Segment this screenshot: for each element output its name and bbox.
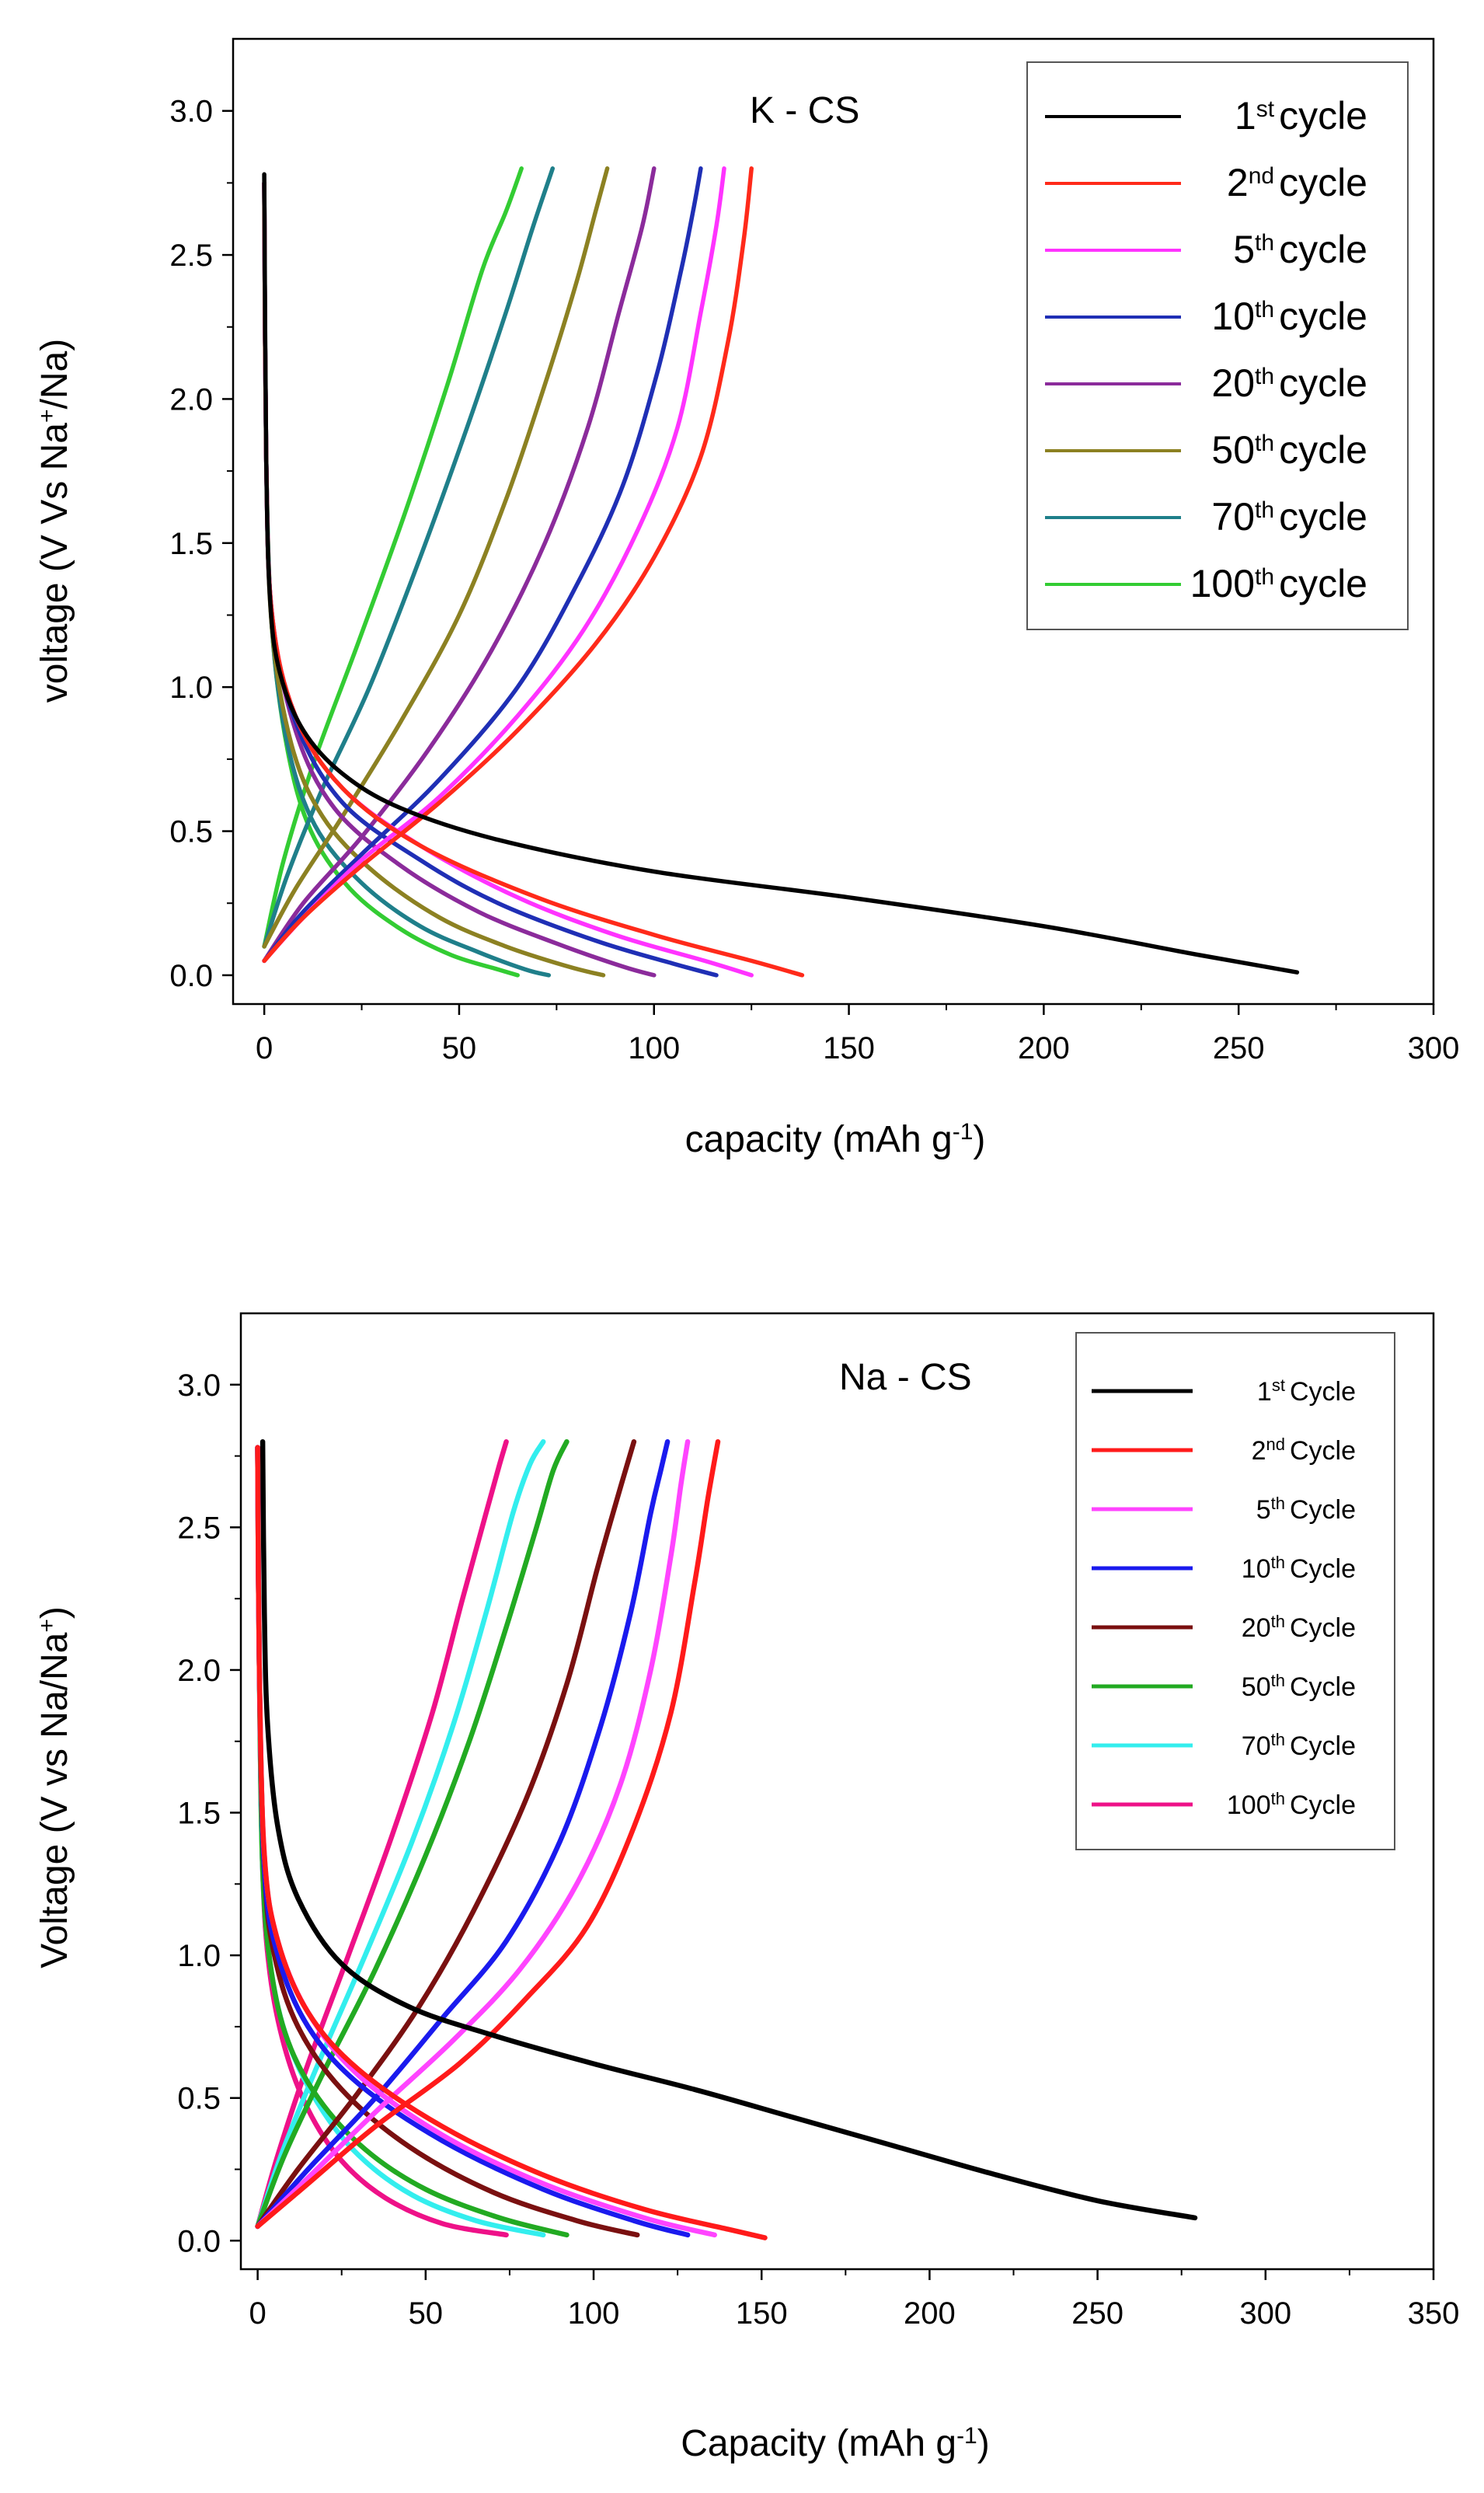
legend-label: 20th Cycle [1242, 1612, 1356, 1644]
chart-k-cs: 0 50 100 150 200 250 3000.00.51.01.52.02.53.0 … [34, 37, 1459, 1161]
chart2-x-axis-title: Capacity (mAh g-1) [681, 2423, 989, 2465]
chart2-series [255, 1438, 1198, 2240]
x-tick-label: 50 [442, 1031, 477, 1065]
legend-item-70th: 70th cycle [1045, 495, 1367, 539]
series-70th-charge-curve [262, 166, 556, 949]
series-1st-discharge-curve [260, 1438, 1198, 2221]
legend-label: 1st cycle [1235, 94, 1367, 138]
chart1-legend-box [1026, 61, 1409, 630]
chart1-legend: 1st cycle 2nd cycle 5th cycle 10th cycle 20th cyc… [1045, 94, 1367, 605]
y-tick-label: 1.5 [177, 1797, 221, 1831]
chart2-y-axis-title: Voltage (V vs Na/Na+) [34, 1606, 76, 1968]
x-tick-label: 200 [904, 2296, 956, 2331]
legend-item-100th: 100th cycle [1045, 562, 1367, 605]
legend-label: 50th cycle [1211, 428, 1367, 472]
series-50th-charge-curve [255, 1438, 570, 2230]
chart2-legend: 1st Cycle 2nd Cycle 5th Cycle 10th Cycle 20th Cyc… [1092, 1376, 1356, 1821]
legend-label: 10th cycle [1211, 295, 1367, 338]
legend-label: 70th cycle [1211, 495, 1367, 539]
y-tick-label: 1.0 [177, 1939, 221, 1973]
legend-item-50th: 50th cycle [1045, 428, 1367, 472]
legend-item-10th: 10th Cycle [1092, 1553, 1356, 1585]
legend-label: 2nd cycle [1227, 161, 1367, 204]
series-10th-charge-curve [262, 166, 703, 964]
legend-label: 100th Cycle [1227, 1789, 1356, 1821]
series-2nd-discharge-curve [255, 1445, 768, 2240]
legend-item-20th: 20th cycle [1045, 361, 1367, 405]
legend-item-10th: 10th cycle [1045, 295, 1367, 338]
chart2-plot-frame [239, 1312, 1435, 2271]
chart1-y-axis-title: voltage (V Vs Na+/Na) [34, 339, 76, 703]
series-1st-discharge-curve [262, 172, 1300, 975]
x-tick-label: 100 [628, 1031, 680, 1065]
y-tick-label: 0.0 [177, 2224, 221, 2258]
legend-label: 10th Cycle [1242, 1553, 1356, 1585]
x-tick-label: 50 [409, 2296, 444, 2331]
chart1-ticks: 0 50 100 150 200 250 300 0.0 0.5 1.0 1.5 2.0 2.5 3.0 [169, 95, 1459, 1065]
legend-label: 5th Cycle [1256, 1494, 1356, 1525]
series-20th-charge-curve [262, 166, 657, 964]
y-tick-label: 3.0 [169, 95, 213, 129]
chart2-legend-box [1075, 1332, 1395, 1850]
y-tick-label: 1.5 [169, 527, 213, 561]
x-tick-label: 0 [249, 2296, 266, 2331]
series-5th-charge-curve [255, 1438, 691, 2230]
chart1-x-axis-title: capacity (mAh g-1) [685, 1119, 986, 1161]
y-tick-label: 2.5 [177, 1511, 221, 1545]
series-2nd-charge-curve [255, 1438, 721, 2230]
x-tick-label: 200 [1018, 1031, 1070, 1065]
x-tick-label: 150 [823, 1031, 875, 1065]
legend-item-2nd: 2nd cycle [1045, 161, 1367, 204]
legend-item-70th: 70th Cycle [1092, 1730, 1356, 1762]
x-tick-label: 100 [568, 2296, 620, 2331]
legend-label: 70th Cycle [1242, 1730, 1356, 1762]
legend-item-1st: 1st Cycle [1092, 1376, 1356, 1407]
chart1-plot-frame [232, 37, 1435, 1006]
x-tick-label: 150 [736, 2296, 788, 2331]
chart1-title: K - CS [750, 90, 859, 131]
legend-item-20th: 20th Cycle [1092, 1612, 1356, 1644]
series-2nd-charge-curve [262, 166, 754, 964]
x-tick-label: 350 [1408, 2296, 1460, 2331]
legend-label: 1st Cycle [1257, 1376, 1356, 1407]
legend-label: 20th cycle [1211, 361, 1367, 405]
legend-item-50th: 50th Cycle [1092, 1671, 1356, 1703]
y-tick-label: 0.0 [169, 959, 213, 993]
x-tick-label: 300 [1239, 2296, 1291, 2331]
y-tick-label: 0.5 [169, 815, 213, 849]
y-tick-label: 2.5 [169, 239, 213, 273]
series-5th-charge-curve [262, 166, 726, 964]
series-10th-charge-curve [255, 1438, 671, 2230]
series-100th-charge-curve [262, 166, 524, 949]
chart2-title: Na - CS [839, 1357, 972, 1398]
series-70th-charge-curve [255, 1438, 546, 2230]
y-tick-label: 3.0 [177, 1369, 221, 1403]
series-50th-charge-curve [262, 166, 610, 949]
x-tick-label: 0 [256, 1031, 273, 1065]
legend-item-5th: 5th cycle [1045, 228, 1367, 271]
x-tick-label: 250 [1213, 1031, 1265, 1065]
legend-item-1st: 1st cycle [1045, 94, 1367, 138]
y-tick-label: 0.5 [177, 2082, 221, 2116]
x-tick-label: 300 [1408, 1031, 1460, 1065]
x-tick-label: 250 [1071, 2296, 1123, 2331]
legend-item-100th: 100th Cycle [1092, 1789, 1356, 1821]
y-tick-label: 1.0 [169, 671, 213, 705]
series-100th-charge-curve [255, 1438, 509, 2230]
legend-item-2nd: 2nd Cycle [1092, 1435, 1356, 1466]
chart-na-cs: 0 50 100 150 200 250 300 350 0.0 0.5 1.0 1.5 2.0 2.5 3… [34, 1312, 1459, 2465]
chart2-ticks: 0 50 100 150 200 250 300 350 0.0 0.5 1.0 1.5 2.0 2.5 3… [177, 1369, 1459, 2331]
legend-label: 100th cycle [1190, 562, 1367, 605]
y-tick-label: 2.0 [169, 382, 213, 417]
chart1-series [262, 166, 1300, 978]
legend-item-5th: 5th Cycle [1092, 1494, 1356, 1525]
legend-label: 2nd Cycle [1252, 1435, 1356, 1466]
legend-label: 5th cycle [1233, 228, 1367, 271]
y-tick-label: 2.0 [177, 1654, 221, 1688]
series-20th-charge-curve [255, 1438, 637, 2230]
legend-label: 50th Cycle [1242, 1671, 1356, 1703]
